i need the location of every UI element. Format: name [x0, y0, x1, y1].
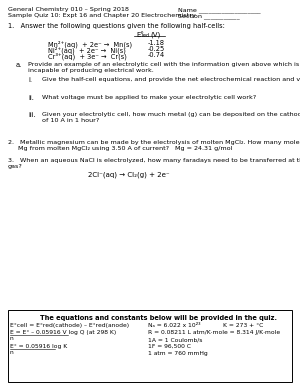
Text: i.: i. — [28, 77, 32, 83]
Text: -0.74: -0.74 — [148, 52, 165, 58]
Text: n: n — [10, 350, 14, 355]
Text: The equations and constants below will be provided in the quiz.: The equations and constants below will b… — [40, 315, 277, 321]
Text: 1A = 1 Coulomb/s: 1A = 1 Coulomb/s — [148, 337, 203, 342]
Text: E°cell = E°red(cathode) – E°red(anode): E°cell = E°red(cathode) – E°red(anode) — [10, 323, 129, 328]
Text: -0.25: -0.25 — [148, 46, 165, 52]
Text: Cr³⁺(aq)  + 3e⁻ →  Cr(s): Cr³⁺(aq) + 3e⁻ → Cr(s) — [48, 52, 127, 59]
Text: of 10 A in 1 hour?: of 10 A in 1 hour? — [42, 118, 99, 123]
Text: red: red — [142, 33, 150, 38]
Text: 2Cl⁻(aq) → Cl₂(g) + 2e⁻: 2Cl⁻(aq) → Cl₂(g) + 2e⁻ — [88, 172, 170, 178]
Text: 1.   Answer the following questions given the following half-cells:: 1. Answer the following questions given … — [8, 23, 225, 29]
Text: Section ___________: Section ___________ — [178, 13, 240, 19]
Text: (V): (V) — [150, 32, 160, 38]
Text: E = E° – 0.05916 V log Q (at 298 K): E = E° – 0.05916 V log Q (at 298 K) — [10, 330, 116, 335]
Text: incapable of producing electrical work.: incapable of producing electrical work. — [28, 68, 154, 73]
Text: 1F = 96,500 C: 1F = 96,500 C — [148, 344, 191, 349]
Text: Give the half-cell equations, and provide the net electrochemical reaction and v: Give the half-cell equations, and provid… — [42, 77, 300, 82]
Text: Given your electrolytic cell, how much metal (g) can be deposited on the cathode: Given your electrolytic cell, how much m… — [42, 112, 300, 117]
Text: Nₐ = 6.022 x 10²³            K = 273 + °C: Nₐ = 6.022 x 10²³ K = 273 + °C — [148, 323, 263, 328]
Text: 3.   When an aqueous NaCl is electrolyzed, how many faradays need to be transfer: 3. When an aqueous NaCl is electrolyzed,… — [8, 158, 300, 163]
Text: ii.: ii. — [28, 95, 34, 101]
Text: Mn²⁺(aq)  + 2e⁻ →  Mn(s): Mn²⁺(aq) + 2e⁻ → Mn(s) — [48, 40, 132, 47]
Text: 1 atm = 760 mmHg: 1 atm = 760 mmHg — [148, 351, 208, 356]
Text: iii.: iii. — [28, 112, 36, 118]
Text: Mg from molten MgCl₂ using 3.50 A of current?   Mg = 24.31 g/mol: Mg from molten MgCl₂ using 3.50 A of cur… — [8, 146, 232, 151]
Text: R = 0.08211 L atm/K·mole = 8.314 J/K·mole: R = 0.08211 L atm/K·mole = 8.314 J/K·mol… — [148, 330, 280, 335]
Text: n: n — [10, 336, 14, 341]
Text: General Chemistry 010 – Spring 2018: General Chemistry 010 – Spring 2018 — [8, 7, 129, 12]
Text: Sample Quiz 10: Expt 16 and Chapter 20 Electrochemistry: Sample Quiz 10: Expt 16 and Chapter 20 E… — [8, 13, 196, 18]
Text: Name ___________________: Name ___________________ — [178, 7, 261, 13]
Bar — [8, 310, 292, 382]
Text: E° = 0.05916 log K: E° = 0.05916 log K — [10, 344, 67, 349]
Text: What voltage must be applied to make your electrolytic cell work?: What voltage must be applied to make you… — [42, 95, 256, 100]
Text: -1.18: -1.18 — [148, 40, 165, 46]
Text: a.: a. — [16, 62, 22, 68]
Text: gas?: gas? — [8, 164, 23, 169]
Text: E°: E° — [136, 32, 144, 38]
Text: Ni²⁺(aq)  + 2e⁻ →  Ni(s): Ni²⁺(aq) + 2e⁻ → Ni(s) — [48, 46, 126, 54]
Text: Provide an example of an electrolytic cell with the information given above whic: Provide an example of an electrolytic ce… — [28, 62, 300, 67]
Text: 2.   Metallic magnesium can be made by the electrolysis of molten MgCl₂. How man: 2. Metallic magnesium can be made by the… — [8, 140, 300, 145]
